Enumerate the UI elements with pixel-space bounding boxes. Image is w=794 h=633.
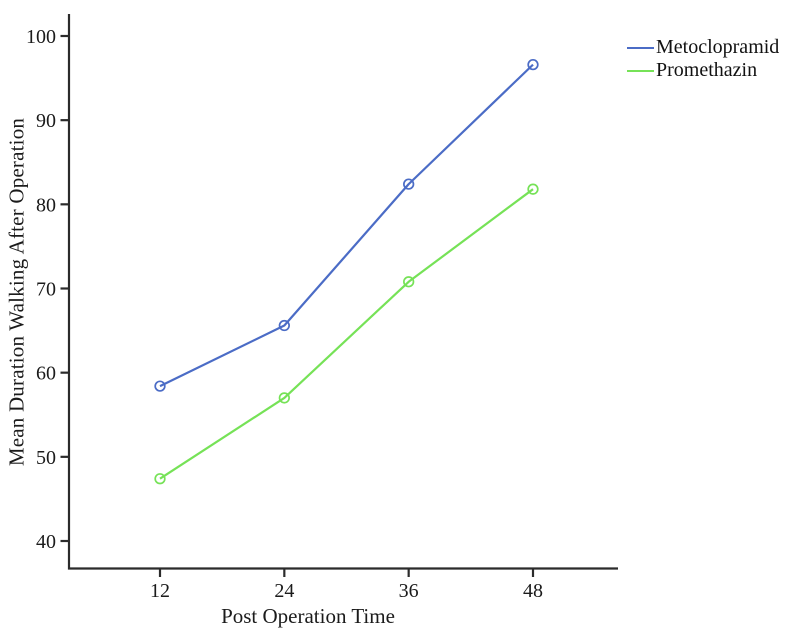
x-tick-label: 24	[274, 580, 294, 602]
series-line-metoclopramid	[159, 63, 534, 388]
y-tick-label: 90	[36, 110, 56, 132]
y-axis-title: Mean Duration Walking After Operation	[4, 117, 29, 467]
y-tick-label: 50	[36, 447, 56, 469]
legend-label-metoclopramid: Metoclopramid	[656, 36, 780, 58]
data-point-promethazin-48	[527, 183, 539, 195]
y-tick-label: 40	[36, 531, 56, 553]
data-point-metoclopramid-24	[278, 319, 290, 332]
y-tick-label: 60	[36, 363, 56, 385]
legend: Metoclopramid Promethazin	[627, 36, 779, 82]
legend-line-swatch-metoclopramid	[627, 46, 654, 49]
legend-item-promethazin: Promethazin	[627, 59, 779, 82]
series-line-promethazin	[159, 188, 534, 480]
data-point-metoclopramid-36	[403, 178, 415, 190]
data-point-promethazin-24	[278, 392, 290, 404]
x-tick-label: 36	[399, 580, 419, 602]
x-tick-label: 12	[150, 580, 170, 602]
data-point-promethazin-12	[154, 473, 166, 485]
y-tick-label: 80	[36, 194, 56, 216]
x-tick-label: 48	[523, 580, 543, 602]
legend-label-promethazin: Promethazin	[656, 59, 758, 81]
legend-item-metoclopramid: Metoclopramid	[627, 36, 779, 59]
data-point-metoclopramid-12	[154, 380, 166, 392]
axis-spines	[67, 14, 618, 570]
x-axis-title: Post Operation Time	[221, 604, 395, 628]
y-tick-label: 100	[26, 26, 56, 48]
data-point-metoclopramid-48	[527, 58, 539, 71]
y-tick-label: 70	[36, 278, 56, 300]
legend-line-swatch-promethazin	[627, 69, 654, 72]
data-point-promethazin-36	[403, 276, 415, 288]
